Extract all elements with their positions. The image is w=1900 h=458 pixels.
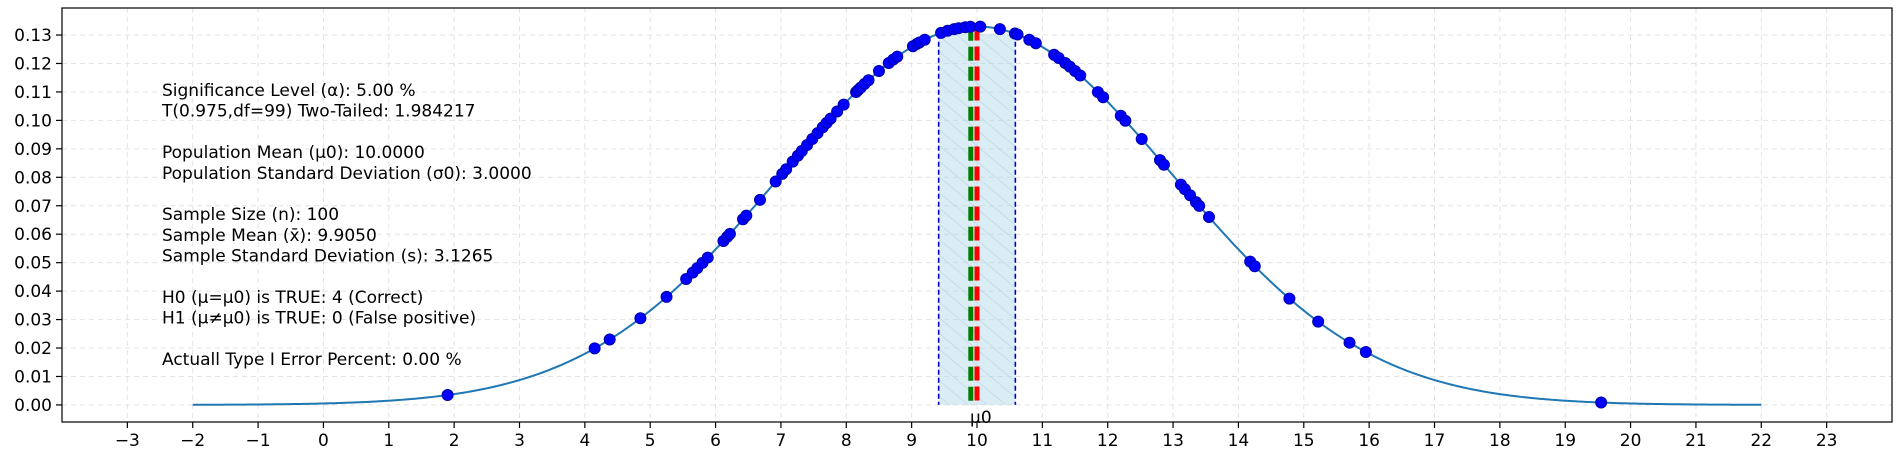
y-tick-label: 0.12 xyxy=(14,54,52,74)
sample-point xyxy=(1312,315,1325,328)
sample-point xyxy=(780,163,793,176)
y-tick-label: 0.09 xyxy=(14,140,52,160)
y-tick-label: 0.00 xyxy=(14,396,52,416)
x-tick-label: −1 xyxy=(246,431,271,451)
info-text-block: Significance Level (α): 5.00 %T(0.975,df… xyxy=(161,81,532,370)
sample-point xyxy=(634,312,647,325)
x-tick-label: 17 xyxy=(1424,431,1446,451)
info-line: H0 (μ=μ0) is TRUE: 4 (Correct) xyxy=(162,288,423,308)
sample-point xyxy=(974,20,987,33)
sample-point xyxy=(740,209,753,222)
sample-point xyxy=(862,74,875,87)
x-tick-label: 1 xyxy=(383,431,394,451)
mean-lines-group xyxy=(968,26,980,405)
sample-point xyxy=(993,23,1006,36)
info-line: Sample Size (n): 100 xyxy=(162,205,339,225)
sample-point xyxy=(441,389,454,402)
sample-point xyxy=(1135,133,1148,146)
x-tick-label: 2 xyxy=(449,431,460,451)
x-tick-label: −3 xyxy=(115,431,140,451)
info-line: Sample Standard Deviation (s): 3.1265 xyxy=(162,247,493,267)
sample-point xyxy=(1203,211,1216,224)
x-tick-label: 5 xyxy=(645,431,656,451)
x-tick-label: 10 xyxy=(966,431,988,451)
y-tick-label: 0.03 xyxy=(14,311,52,331)
sample-point xyxy=(1097,91,1110,104)
sample-point xyxy=(723,227,736,240)
sample-point xyxy=(872,65,885,78)
sample-point xyxy=(1283,292,1296,305)
x-tick-label: 13 xyxy=(1162,431,1184,451)
x-tick-label: 9 xyxy=(906,431,917,451)
sample-point xyxy=(588,342,601,355)
sample-points-group xyxy=(441,20,1608,409)
x-tick-label: 11 xyxy=(1032,431,1054,451)
sample-point xyxy=(660,290,673,303)
x-tick-label: 18 xyxy=(1489,431,1511,451)
info-line: Actuall Type I Error Percent: 0.00 % xyxy=(162,350,462,370)
x-tick-label: 14 xyxy=(1228,431,1250,451)
sample-point xyxy=(754,193,767,206)
y-tick-label: 0.11 xyxy=(14,83,52,103)
y-tick-label: 0.06 xyxy=(14,225,52,245)
y-tick-label: 0.08 xyxy=(14,168,52,188)
x-tick-label: 22 xyxy=(1750,431,1772,451)
mu0-label: μ0 xyxy=(970,408,992,428)
sample-point xyxy=(1248,260,1261,273)
y-tick-label: 0.10 xyxy=(14,111,52,131)
y-tick-label: 0.04 xyxy=(14,282,52,302)
x-tick-label: 4 xyxy=(579,431,590,451)
sample-point xyxy=(1029,37,1042,50)
sample-point xyxy=(1074,69,1087,82)
x-tick-label: −2 xyxy=(180,431,205,451)
x-tick-label: 8 xyxy=(841,431,852,451)
sample-point xyxy=(603,333,616,346)
sample-point xyxy=(701,251,714,264)
x-tick-label: 16 xyxy=(1358,431,1380,451)
x-tick-label: 23 xyxy=(1816,431,1838,451)
info-line: Sample Mean (x̄): 9.9050 xyxy=(162,226,377,246)
info-line: H1 (μ≠μ0) is TRUE: 0 (False positive) xyxy=(162,309,476,329)
info-line: Population Standard Deviation (σ0): 3.00… xyxy=(162,164,532,184)
x-tick-label: 12 xyxy=(1097,431,1119,451)
sample-point xyxy=(1595,396,1608,409)
sample-point xyxy=(1011,28,1024,41)
axes: −3 −2 −1 0 1 2 3 4 5 6 7 8 9 10 11 12 13 14 15 16 17 18 19 20 21… xyxy=(14,7,1893,451)
sample-point xyxy=(769,175,782,188)
x-tick-label: 20 xyxy=(1620,431,1642,451)
info-line: Significance Level (α): 5.00 % xyxy=(162,81,416,101)
sample-point xyxy=(1157,158,1170,171)
sample-point xyxy=(1119,114,1132,127)
sample-point xyxy=(918,33,931,46)
sample-point xyxy=(1343,336,1356,349)
x-tick-label: 3 xyxy=(514,431,525,451)
info-line: T(0.975,df=99) Two-Tailed: 1.984217 xyxy=(161,102,475,122)
y-tick-label: 0.05 xyxy=(14,254,52,274)
x-tick-label: 7 xyxy=(776,431,787,451)
y-tick-label: 0.13 xyxy=(14,26,52,46)
x-tick-label: 0 xyxy=(318,431,329,451)
sample-point xyxy=(837,98,850,111)
sample-point xyxy=(1193,199,1206,212)
x-tick-label: 6 xyxy=(710,431,721,451)
sample-point xyxy=(891,50,904,63)
y-tick-label: 0.02 xyxy=(14,339,52,359)
y-tick-label: 0.07 xyxy=(14,197,52,217)
info-line: Population Mean (μ0): 10.0000 xyxy=(162,143,425,163)
sample-point xyxy=(1359,345,1372,358)
x-tick-label: 21 xyxy=(1685,431,1707,451)
x-tick-label: 15 xyxy=(1293,431,1315,451)
y-tick-label: 0.01 xyxy=(14,367,52,387)
x-tick-label: 19 xyxy=(1554,431,1576,451)
